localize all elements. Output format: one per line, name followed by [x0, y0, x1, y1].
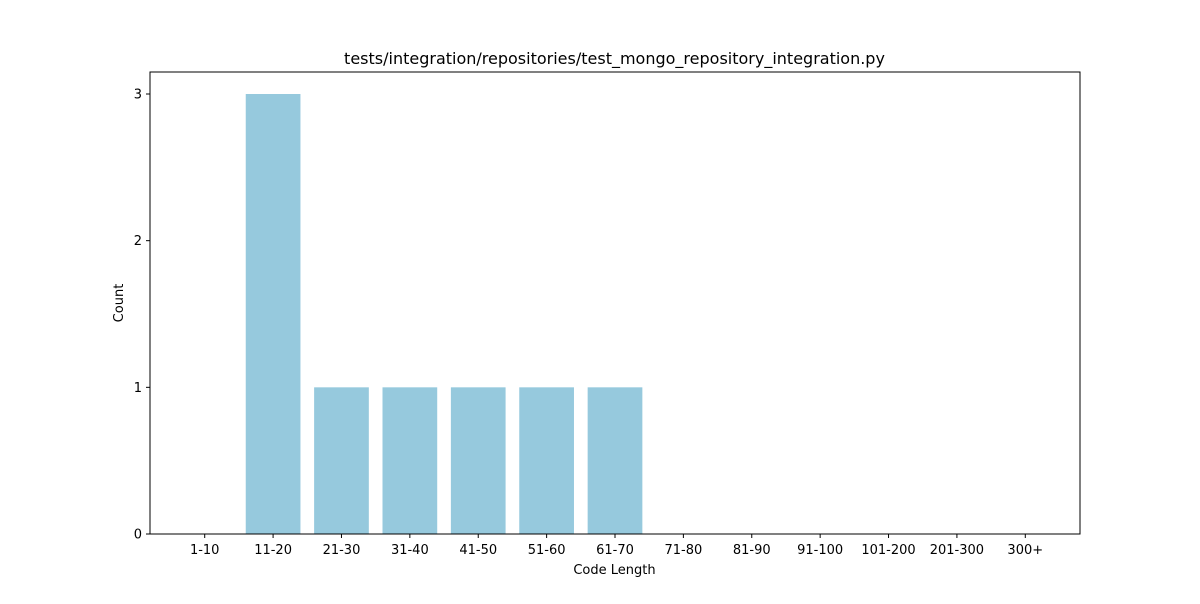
x-tick-label: 21-30 — [323, 543, 361, 558]
y-axis: 0 1 2 3 — [134, 88, 150, 543]
x-axis: 1-10 11-20 21-30 31-40 41-50 51-60 61-70 71-80 8… — [190, 534, 1043, 558]
bar-61-70 — [587, 387, 643, 534]
x-tick-label: 51-60 — [528, 543, 566, 558]
x-tick-label: 61-70 — [596, 543, 634, 558]
chart-title: tests/integration/repositories/test_mong… — [344, 49, 885, 69]
x-tick-label: 11-20 — [254, 543, 292, 558]
x-tick-label: 201-300 — [930, 543, 984, 558]
x-tick-label: 91-100 — [797, 543, 843, 558]
y-tick-label: 0 — [134, 528, 142, 543]
x-axis-label: Code Length — [573, 563, 655, 578]
x-tick-label: 41-50 — [459, 543, 497, 558]
y-axis-label: Count — [112, 284, 127, 323]
x-tick-label: 71-80 — [664, 543, 702, 558]
bar-21-30 — [314, 387, 369, 534]
x-tick-label: 101-200 — [861, 543, 915, 558]
x-tick-label: 31-40 — [391, 543, 429, 558]
y-tick-label: 1 — [134, 381, 142, 396]
y-tick-label: 3 — [134, 88, 142, 103]
x-tick-label: 81-90 — [733, 543, 771, 558]
bar-51-60 — [519, 387, 574, 534]
x-tick-label: 300+ — [1007, 543, 1043, 558]
bars — [245, 94, 643, 534]
bar-41-50 — [450, 387, 506, 534]
bar-31-40 — [382, 387, 438, 534]
x-tick-label: 1-10 — [190, 543, 220, 558]
bar-11-20 — [245, 94, 301, 534]
y-tick-label: 2 — [134, 234, 142, 249]
